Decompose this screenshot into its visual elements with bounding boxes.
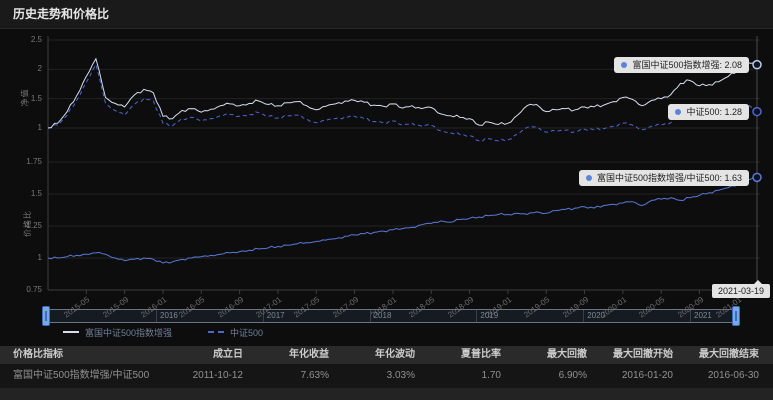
slider-year-tick <box>262 310 264 322</box>
series-endpoint-marker <box>752 172 762 183</box>
bottom-y-tick-label: 1.75 <box>26 157 42 166</box>
series-endpoint-marker <box>752 59 762 70</box>
series-end-label-ratio: 富国中证500指数增强/中证500: 1.63 <box>578 170 749 186</box>
slider-year-tick <box>690 310 691 322</box>
table-cell: 7.63% <box>300 370 329 381</box>
axis-pointer-date-label: 2021-03-19 <box>711 280 770 298</box>
table-cell: 2016-06-30 <box>707 370 759 381</box>
table-header-cell: 成立日 <box>213 349 243 360</box>
series-end-label-index-text: 中证500: 1.28 <box>686 107 742 117</box>
series-dot-icon <box>621 62 628 68</box>
series-dot-icon <box>675 109 682 115</box>
datazoom-slider-track[interactable]: 2016 2017 2018 2019 2020 2021 <box>45 309 739 323</box>
series-end-label-ratio-text: 富国中证500指数增强/中证500: 1.63 <box>596 173 742 183</box>
slider-year-label: 2019 <box>480 311 499 320</box>
table-header-cell: 年化波动 <box>375 349 415 360</box>
series-end-label-fund: 富国中证500指数增强: 2.08 <box>614 57 749 73</box>
slider-year-label: 2018 <box>373 311 392 320</box>
legend-item-index-label: 中证500 <box>230 327 264 338</box>
bottom-y-tick-label: 0.75 <box>26 285 42 294</box>
slider-year-label: 2017 <box>266 311 285 320</box>
slider-year-tick <box>476 310 478 322</box>
table-header-cell: 最大回撤开始 <box>613 349 673 360</box>
table-header-cell: 价格比指标 <box>13 349 63 360</box>
series-end-label-index: 中证500: 1.28 <box>668 104 749 120</box>
bottom-y-tick-label: 1 <box>37 253 42 262</box>
slider-year-tick <box>369 310 371 322</box>
table-cell: 3.03% <box>386 370 415 381</box>
legend-item-fund[interactable]: 富国中证500指数增强 <box>63 325 172 339</box>
series-dot-icon <box>585 175 592 181</box>
top-y-tick-label: 1 <box>37 123 42 132</box>
index-series-line <box>48 63 758 142</box>
fund-series-line <box>47 57 758 129</box>
table-row: 富国中证500指数增强/中证500 2011-10-12 7.63% 3.03% 1.7… <box>0 364 773 388</box>
ratio-series-line <box>47 176 758 264</box>
section-header: 历史走势和价格比 <box>0 0 773 29</box>
top-y-tick-label: 2.5 <box>30 35 42 44</box>
table-cell: 1.70 <box>481 370 501 381</box>
table-header-cell: 年化收益 <box>289 349 329 360</box>
legend-item-fund-label: 富国中证500指数增强 <box>85 327 173 338</box>
table-header-cell: 最大回撤结束 <box>699 349 759 360</box>
solid-line-icon <box>63 331 79 333</box>
slider-year-tick <box>156 310 157 322</box>
table-footer-strip <box>0 388 773 400</box>
datazoom-right-handle[interactable] <box>732 306 740 326</box>
page-title: 历史走势和价格比 <box>13 7 110 21</box>
legend-item-index[interactable]: 中证500 <box>208 325 263 339</box>
bottom-y-tick-label: 1.25 <box>26 221 42 230</box>
price-ratio-metrics-table: 价格比指标 成立日 年化收益 年化波动 夏普比率 最大回撤 最大回撤开始 最大回撤结束富国中证… <box>0 346 773 400</box>
table-header-cell: 夏普比率 <box>461 349 501 360</box>
slider-year-label: 2020 <box>587 311 605 320</box>
table-header-row: 价格比指标 成立日 年化收益 年化波动 夏普比率 最大回撤 最大回撤开始 最大回撤结束 <box>0 346 773 364</box>
bottom-y-tick-label: 1.5 <box>30 189 42 198</box>
slider-year-label: 2016 <box>160 311 178 320</box>
slider-year-tick <box>583 310 585 322</box>
series-end-label-fund-text: 富国中证500指数增强: 2.08 <box>632 60 742 70</box>
table-cell: 富国中证500指数增强/中证500 <box>13 370 150 381</box>
slider-year-label: 2021 <box>694 311 712 320</box>
chart-legend: 富国中证500指数增强 中证500 <box>63 325 263 339</box>
table-cell: 2016-01-20 <box>621 370 673 381</box>
top-y-tick-label: 2 <box>37 64 42 74</box>
trend-and-ratio-chart-canvas[interactable] <box>0 0 773 306</box>
top-y-tick-label: 1.5 <box>30 93 42 103</box>
table-header-cell: 最大回撤 <box>547 349 587 360</box>
dashed-line-icon <box>208 331 225 333</box>
table-cell: 2011-10-12 <box>192 370 243 381</box>
datazoom-left-handle[interactable] <box>42 306 50 326</box>
table-cell: 6.90% <box>558 370 587 381</box>
series-endpoint-marker <box>752 106 762 117</box>
